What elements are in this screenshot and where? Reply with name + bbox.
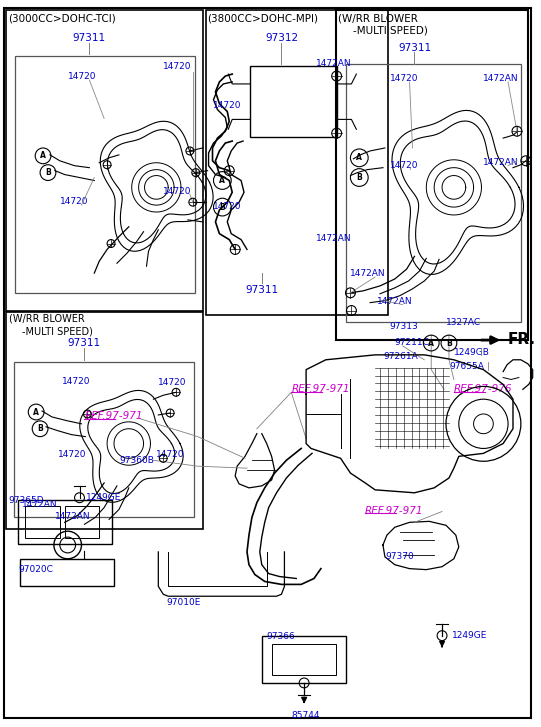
Bar xyxy=(272,643,335,675)
Text: 14720: 14720 xyxy=(60,197,88,206)
Text: 97311: 97311 xyxy=(245,285,278,295)
Text: 14720: 14720 xyxy=(156,451,185,459)
Bar xyxy=(18,499,112,544)
Bar xyxy=(206,10,388,316)
Text: (W/RR BLOWER: (W/RR BLOWER xyxy=(9,313,84,324)
Text: 14720: 14720 xyxy=(390,161,418,170)
Text: -MULTI SPEED): -MULTI SPEED) xyxy=(353,26,428,36)
Text: 1472AN: 1472AN xyxy=(22,499,58,509)
Bar xyxy=(5,313,203,529)
Text: 14720: 14720 xyxy=(68,72,96,81)
Text: B: B xyxy=(220,203,225,212)
Text: REF.97-971: REF.97-971 xyxy=(291,385,350,395)
Bar xyxy=(21,559,114,587)
Text: 1249GE: 1249GE xyxy=(452,631,487,640)
Text: 97655A: 97655A xyxy=(449,362,484,371)
Text: 1249GE: 1249GE xyxy=(87,493,122,502)
Text: 97370: 97370 xyxy=(385,552,414,561)
Text: 14720: 14720 xyxy=(159,377,187,387)
Text: -MULTI SPEED): -MULTI SPEED) xyxy=(22,326,93,337)
Text: REF.97-971: REF.97-971 xyxy=(84,411,143,421)
Text: REF.97-976: REF.97-976 xyxy=(454,385,512,395)
Text: 97261A: 97261A xyxy=(383,352,418,361)
Text: B: B xyxy=(45,168,51,177)
Text: 97211C: 97211C xyxy=(395,338,430,347)
Text: 97311: 97311 xyxy=(68,338,101,348)
Text: 14720: 14720 xyxy=(213,202,241,211)
Text: 1472AN: 1472AN xyxy=(484,158,519,166)
Text: 1249GB: 1249GB xyxy=(454,348,490,357)
Text: 97020C: 97020C xyxy=(18,565,54,574)
Text: 85744: 85744 xyxy=(291,710,320,720)
Bar xyxy=(25,505,60,538)
Text: 97311: 97311 xyxy=(398,43,431,52)
Text: 1472AN: 1472AN xyxy=(351,269,386,278)
Text: (3800CC>DOHC-MPI): (3800CC>DOHC-MPI) xyxy=(208,13,319,23)
Text: 1327AC: 1327AC xyxy=(446,318,481,327)
Text: 14720: 14720 xyxy=(213,100,241,110)
Text: 97010E: 97010E xyxy=(166,598,201,607)
Text: (W/RR BLOWER: (W/RR BLOWER xyxy=(338,13,418,23)
Text: REF.97-971: REF.97-971 xyxy=(365,505,424,515)
Text: B: B xyxy=(37,425,43,433)
Text: 1472AN: 1472AN xyxy=(316,233,352,243)
Text: 14720: 14720 xyxy=(390,74,418,83)
Text: 97366: 97366 xyxy=(267,632,295,640)
Text: 1472AN: 1472AN xyxy=(377,297,413,306)
Text: 97312: 97312 xyxy=(265,33,298,43)
Bar xyxy=(5,10,203,310)
Bar xyxy=(250,66,337,137)
Text: FR.: FR. xyxy=(508,332,536,348)
Text: A: A xyxy=(357,153,362,162)
Bar xyxy=(16,57,195,293)
Text: (3000CC>DOHC-TCI): (3000CC>DOHC-TCI) xyxy=(9,13,116,23)
Text: 1472AN: 1472AN xyxy=(55,513,90,521)
Text: 1472AN: 1472AN xyxy=(484,74,519,83)
Text: 14720: 14720 xyxy=(163,188,192,196)
Text: B: B xyxy=(446,339,452,348)
Text: 14720: 14720 xyxy=(58,451,87,459)
Text: A: A xyxy=(428,339,434,348)
Bar xyxy=(15,362,194,518)
Text: 97365D: 97365D xyxy=(9,496,44,505)
Bar xyxy=(65,505,99,538)
Bar xyxy=(262,635,346,683)
Text: B: B xyxy=(357,173,362,182)
Text: 14720: 14720 xyxy=(62,377,90,385)
Bar xyxy=(335,10,528,340)
Text: A: A xyxy=(220,176,225,185)
Bar xyxy=(346,64,521,322)
Text: 97313: 97313 xyxy=(390,322,419,332)
Text: A: A xyxy=(33,408,39,417)
Text: 97311: 97311 xyxy=(73,33,106,43)
Text: 97360B: 97360B xyxy=(119,457,154,465)
Text: A: A xyxy=(40,151,46,161)
Text: 1472AN: 1472AN xyxy=(316,60,352,68)
Text: 14720: 14720 xyxy=(163,63,192,71)
